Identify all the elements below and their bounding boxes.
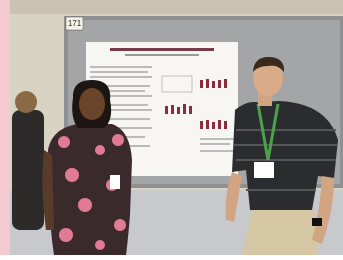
poster-title xyxy=(110,48,214,51)
sign-number: 171 xyxy=(68,19,82,28)
watch xyxy=(312,218,322,226)
woman-face xyxy=(79,88,105,120)
bottom-edge xyxy=(0,255,343,260)
background-person-head xyxy=(15,91,37,113)
man-pants xyxy=(242,210,318,255)
page: {"sign": {"number": "171"}} 171 xyxy=(0,0,343,260)
woman-badge xyxy=(110,175,120,189)
left-edge xyxy=(0,0,10,260)
poster-authors xyxy=(125,54,199,56)
man-badge xyxy=(254,162,274,178)
ceiling xyxy=(10,0,343,14)
photo: 171 xyxy=(0,0,343,260)
background-person xyxy=(12,110,44,230)
